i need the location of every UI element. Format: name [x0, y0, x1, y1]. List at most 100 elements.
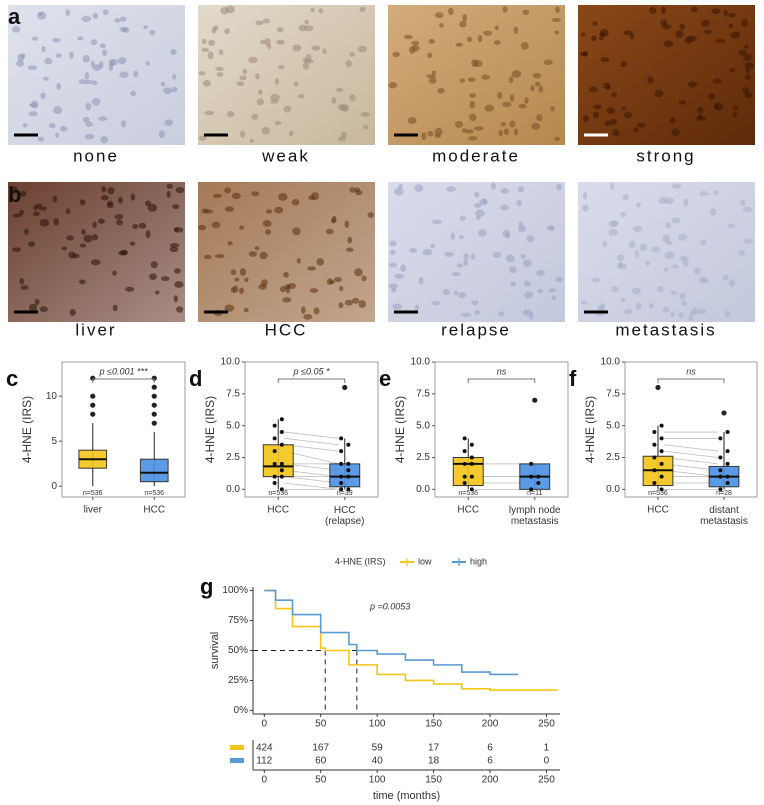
texture: [27, 65, 38, 71]
texture: [389, 250, 396, 256]
x-tick-label: 50: [315, 719, 327, 730]
texture: [150, 261, 158, 269]
bracket: [92, 378, 155, 383]
texture: [677, 233, 688, 241]
texture: [670, 290, 678, 295]
texture: [129, 241, 136, 246]
texture: [296, 258, 301, 264]
image-label: liver: [75, 320, 116, 339]
texture: [430, 243, 435, 249]
texture: [611, 285, 619, 293]
texture: [239, 287, 244, 294]
texture: [201, 208, 209, 214]
texture: [91, 97, 101, 106]
x-tick-label: 250: [538, 719, 555, 730]
point: [536, 474, 541, 479]
texture: [743, 53, 752, 62]
point: [718, 474, 723, 479]
texture: [428, 77, 437, 84]
texture: [458, 235, 464, 240]
texture: [53, 217, 59, 226]
texture: [444, 251, 454, 257]
texture: [645, 260, 651, 266]
at-risk: 60: [315, 756, 327, 767]
texture: [548, 288, 556, 293]
texture: [744, 91, 753, 99]
at-risk: 1: [544, 743, 550, 754]
texture: [12, 247, 21, 253]
x-tick-label: 0: [262, 775, 268, 786]
outlier: [90, 402, 96, 408]
texture: [313, 307, 320, 315]
texture: [723, 9, 728, 17]
texture: [681, 300, 687, 306]
texture: [100, 136, 109, 144]
point: [279, 487, 284, 492]
texture: [493, 40, 501, 45]
texture: [264, 38, 271, 46]
point: [279, 461, 284, 466]
texture: [85, 102, 92, 111]
point: [272, 461, 277, 466]
outlier: [342, 384, 348, 391]
y-tick-label: 2.5: [606, 452, 620, 463]
texture: [591, 35, 597, 42]
point: [725, 480, 730, 485]
texture: [84, 72, 90, 80]
texture: [467, 77, 476, 82]
texture: [307, 266, 317, 271]
point: [725, 461, 730, 466]
texture: [331, 97, 337, 104]
texture: [101, 186, 107, 193]
texture: [388, 81, 398, 89]
texture: [79, 243, 87, 248]
texture: [227, 241, 233, 246]
texture: [143, 25, 149, 30]
at-risk: 424: [256, 743, 273, 754]
point: [652, 455, 657, 460]
texture: [671, 183, 682, 189]
outlier: [655, 384, 661, 391]
x-tick-label: HCC: [143, 505, 165, 516]
texture: [634, 250, 640, 258]
texture: [715, 38, 726, 44]
texture: [55, 132, 60, 138]
texture: [483, 30, 493, 36]
pair-line: [284, 438, 339, 446]
point: [529, 461, 534, 466]
texture: [728, 279, 736, 288]
texture: [431, 70, 437, 75]
n-label: n=536: [268, 490, 288, 497]
texture: [175, 186, 185, 194]
texture: [270, 99, 279, 104]
texture: [473, 126, 484, 131]
x-tick-label: 200: [482, 775, 499, 786]
texture: [610, 182, 615, 190]
texture: [742, 206, 752, 212]
texture: [469, 100, 476, 109]
texture: [354, 268, 363, 277]
texture: [602, 240, 608, 248]
y-tick-label: 2.5: [416, 452, 430, 463]
texture: [349, 94, 356, 102]
texture: [278, 64, 285, 70]
point: [469, 455, 474, 460]
texture: [362, 124, 369, 130]
texture: [394, 273, 405, 279]
texture: [546, 225, 553, 231]
texture: [349, 187, 356, 193]
texture: [471, 300, 479, 306]
texture: [509, 120, 516, 128]
texture: [149, 273, 157, 281]
point: [718, 468, 723, 473]
point: [339, 461, 344, 466]
texture: [407, 116, 417, 125]
texture: [513, 128, 519, 136]
texture: [220, 6, 229, 15]
texture: [316, 258, 324, 266]
x-tick-label: distant metastasis: [700, 505, 748, 527]
x-tick-label: HCC (relapse): [325, 505, 364, 527]
texture: [683, 198, 689, 207]
texture: [22, 123, 28, 128]
texture: [672, 264, 679, 269]
